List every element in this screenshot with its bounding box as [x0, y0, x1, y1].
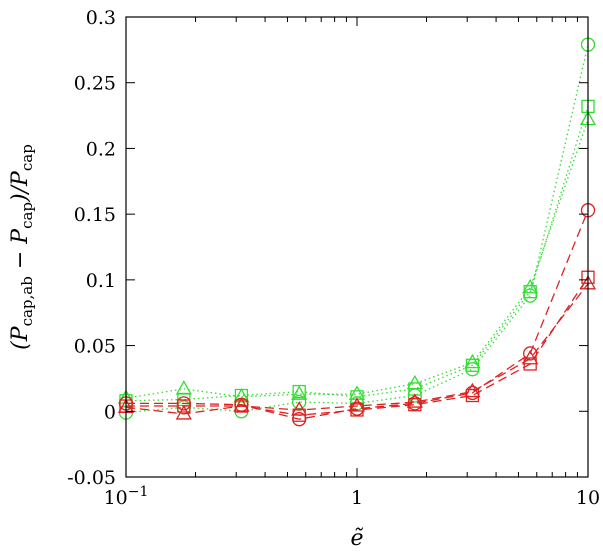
series-line — [125, 106, 589, 402]
y-tick-label: 0.25 — [74, 73, 116, 95]
series-3 — [117, 110, 597, 404]
triangle-point — [233, 387, 250, 403]
plot-frame — [125, 16, 589, 478]
series-line — [125, 283, 589, 415]
triangle-point — [464, 382, 481, 398]
triangle-point — [175, 405, 192, 420]
triangle-point — [233, 397, 250, 412]
triangle-point — [406, 393, 423, 408]
triangle-point — [464, 353, 481, 369]
series-5 — [119, 270, 595, 422]
series-line — [126, 276, 589, 416]
axis-ticks — [125, 16, 589, 478]
y-tick-label: 0.1 — [86, 270, 116, 292]
series-2 — [119, 99, 595, 408]
series-line — [125, 119, 589, 399]
x-tick-label: 10 — [576, 487, 600, 509]
triangle-point — [291, 401, 308, 416]
series-4 — [118, 203, 596, 427]
plot-area — [117, 37, 597, 427]
y-tick-label: 0.15 — [74, 204, 116, 226]
triangle-point — [175, 380, 192, 395]
triangle-point — [291, 385, 308, 400]
y-tick-label: 0.2 — [86, 138, 116, 160]
square-point — [177, 399, 191, 413]
tick-labels: -0.05 0 0.05 0.1 0.15 0.2 0.25 0.3 10−1 1 10 — [67, 7, 600, 509]
triangle-point — [406, 374, 423, 390]
series-6 — [117, 274, 597, 420]
series-line — [126, 209, 589, 420]
y-tick-label: 0.05 — [74, 336, 116, 358]
y-tick-label: -0.05 — [67, 467, 116, 489]
square-point — [234, 399, 249, 413]
y-tick-label: 0.3 — [86, 7, 116, 29]
y-tick-label: 0 — [104, 401, 116, 423]
triangle-point — [522, 349, 539, 365]
x-axis-label: ẽ — [350, 526, 363, 551]
triangle-point — [348, 397, 366, 412]
triangle-point — [522, 278, 539, 294]
series-line — [125, 44, 589, 414]
x-tick-label: 10−1 — [104, 484, 149, 509]
x-tick-label: 1 — [351, 487, 363, 509]
y-axis-label: (Pcap,ab − Pcap)/Pcap — [8, 144, 36, 350]
